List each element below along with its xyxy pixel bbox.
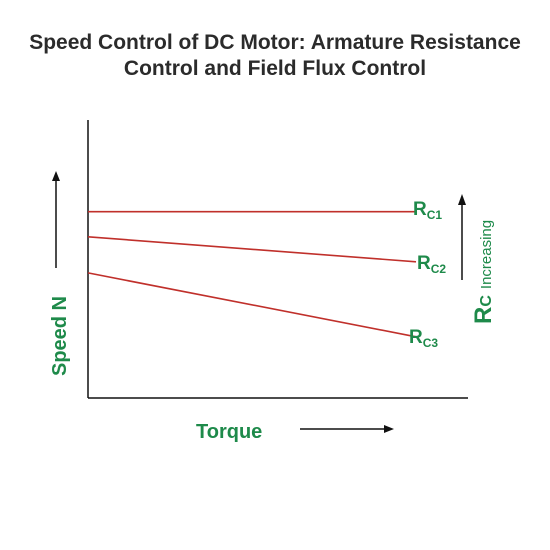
- x-arrow-head: [384, 425, 394, 433]
- rc-increasing-sub: C: [478, 295, 495, 307]
- rc-increasing-annotation: RC Increasing: [470, 220, 497, 324]
- series-line-rc2: [87, 236, 417, 263]
- series-label-rc3-main: R: [409, 327, 423, 348]
- series-label-rc3-sub: C3: [423, 336, 439, 350]
- chart-title-line-1: Speed Control of DC Motor: Armature Resi…: [29, 31, 521, 54]
- series-label-rc2: RC2: [417, 253, 446, 276]
- series-label-rc1-main: R: [413, 199, 427, 220]
- rc-increasing-suffix: Increasing: [478, 220, 495, 289]
- series-line-rc3: [87, 272, 417, 338]
- rc-increasing-arrow-head: [458, 194, 466, 205]
- y-axis-label: Speed N: [49, 296, 71, 376]
- rc-increasing-main: R: [470, 307, 497, 324]
- chart-title: Speed Control of DC Motor: Armature Resi…: [0, 30, 550, 82]
- y-arrow-head: [52, 171, 60, 181]
- series-label-rc2-main: R: [417, 253, 431, 274]
- x-axis-label: Torque: [196, 421, 262, 443]
- series-label-rc1: RC1: [413, 199, 442, 222]
- chart-title-line-2: Control and Field Flux Control: [123, 57, 427, 80]
- series-label-rc1-sub: C1: [427, 208, 443, 222]
- series-label-rc2-sub: C2: [431, 262, 447, 276]
- series-label-rc3: RC3: [409, 327, 438, 350]
